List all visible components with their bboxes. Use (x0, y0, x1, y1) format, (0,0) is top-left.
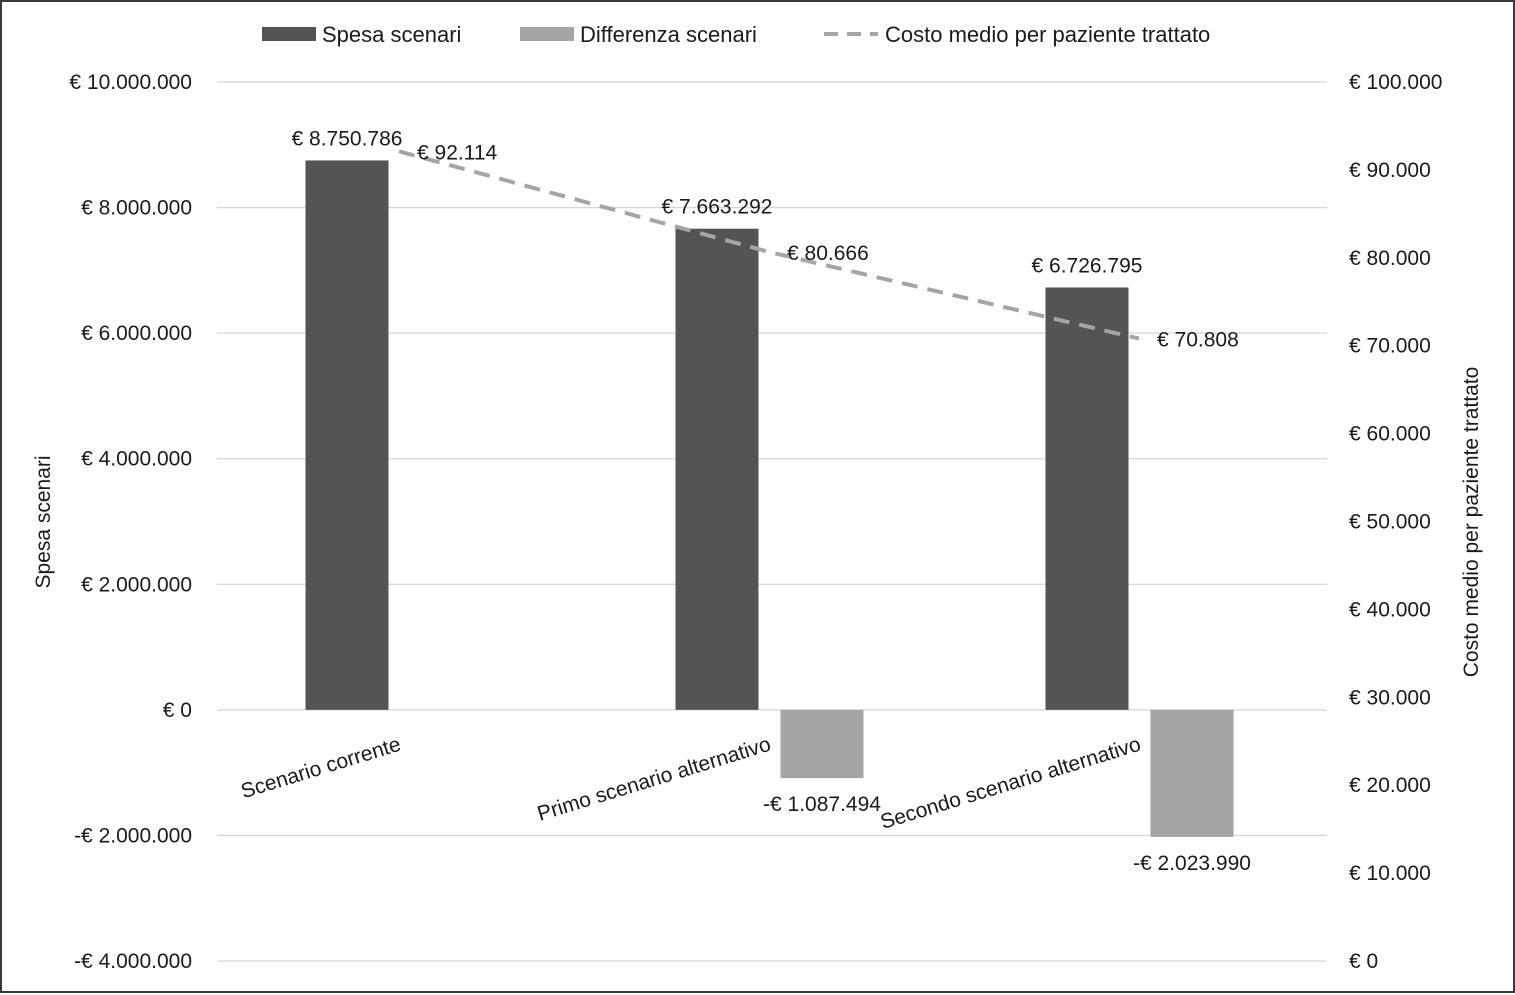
spesa-bar (306, 160, 389, 709)
legend-swatch-differenza (520, 27, 574, 41)
right-axis-ticks: € 100.000 € 90.000 € 80.000 € 70.000 € 60.00… (1349, 71, 1442, 973)
right-tick-label: € 100.000 (1349, 71, 1442, 94)
right-tick-label: € 60.000 (1349, 423, 1431, 446)
right-tick-label: € 30.000 (1349, 686, 1431, 709)
left-tick-label: € 8.000.000 (81, 197, 192, 220)
left-axis-title: Spesa scenari (32, 455, 55, 588)
legend: Spesa scenari Differenza scenari Costo med… (262, 22, 1210, 47)
differenza-bar (781, 710, 864, 778)
costo-medio-data-label: € 92.114 (417, 141, 498, 164)
legend-label-differenza: Differenza scenari (580, 22, 757, 47)
costo-medio-line (399, 151, 1139, 338)
left-tick-label: € 4.000.000 (81, 448, 192, 471)
right-tick-label: € 20.000 (1349, 774, 1431, 797)
category-label: Secondo scenario alternativo (878, 733, 1144, 834)
category-labels: Scenario corrente Primo scenario alternat… (238, 733, 1143, 834)
spesa-data-label: € 8.750.786 (292, 127, 403, 150)
right-tick-label: € 80.000 (1349, 247, 1431, 270)
spesa-data-label: € 6.726.795 (1032, 255, 1143, 278)
left-tick-label: € 10.000.000 (69, 71, 192, 94)
right-tick-label: € 40.000 (1349, 598, 1431, 621)
differenza-data-label: -€ 2.023.990 (1133, 852, 1251, 875)
differenza-bar (1151, 710, 1234, 837)
category-label: Scenario corrente (238, 733, 403, 803)
left-tick-label: -€ 4.000.000 (74, 950, 192, 973)
left-tick-label: -€ 2.000.000 (74, 824, 192, 847)
differenza-data-label: -€ 1.087.494 (763, 793, 881, 816)
right-tick-label: € 70.000 (1349, 335, 1431, 358)
spesa-bar (676, 229, 759, 710)
category-label: Primo scenario alternativo (535, 733, 774, 826)
right-tick-label: € 50.000 (1349, 511, 1431, 534)
right-tick-label: € 0 (1349, 950, 1378, 973)
spesa-bar (1046, 288, 1129, 710)
left-tick-label: € 0 (163, 699, 192, 722)
right-tick-label: € 10.000 (1349, 862, 1431, 885)
spesa-data-label: € 7.663.292 (662, 196, 773, 219)
line-series (399, 151, 1139, 338)
costo-medio-data-label: € 70.808 (1157, 329, 1239, 352)
legend-swatch-spesa (262, 27, 316, 41)
left-tick-label: € 6.000.000 (81, 322, 192, 345)
left-axis-ticks: € 10.000.000 € 8.000.000 € 6.000.000 € 4.00… (69, 71, 192, 973)
costo-medio-data-label: € 80.666 (787, 242, 869, 265)
legend-label-costo-medio: Costo medio per paziente trattato (885, 22, 1210, 47)
right-tick-label: € 90.000 (1349, 159, 1431, 182)
legend-label-spesa: Spesa scenari (322, 22, 461, 47)
right-axis-title: Costo medio per paziente trattato (1460, 367, 1483, 678)
left-tick-label: € 2.000.000 (81, 573, 192, 596)
